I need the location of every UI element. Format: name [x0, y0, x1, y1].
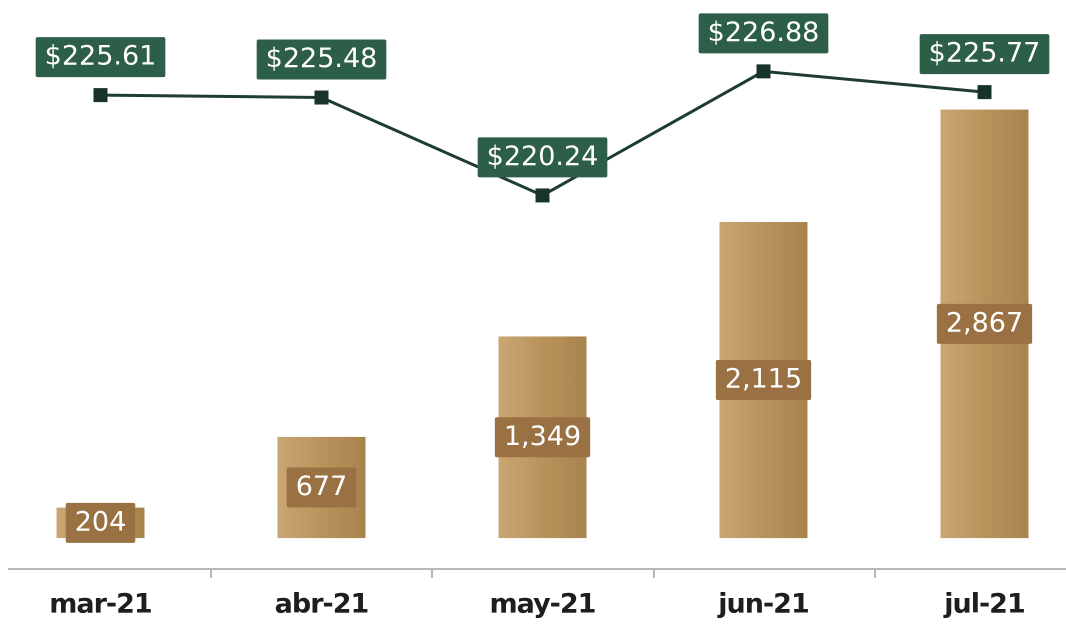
line-label: $226.88	[708, 17, 820, 48]
bar-label-bg	[65, 502, 136, 543]
x-tick-label: jun-21	[717, 589, 808, 620]
line-label: $225.61	[45, 41, 157, 72]
line-label-bg	[919, 34, 1050, 75]
bar-label-bg	[286, 467, 357, 508]
bar-label-bg	[494, 417, 591, 458]
bar-label: 2,115	[725, 364, 802, 395]
bar-label: 2,867	[946, 307, 1023, 338]
bar-label: 677	[296, 471, 348, 502]
line-label-bg	[35, 37, 166, 78]
x-tick-label: may-21	[490, 589, 596, 620]
line-label-bg	[698, 13, 829, 54]
line-label: $225.77	[929, 38, 1041, 69]
line-marker	[93, 88, 108, 103]
bar-label-bg	[936, 303, 1033, 344]
line-label: $225.48	[266, 43, 378, 74]
line-marker	[314, 90, 329, 105]
line-marker	[977, 85, 992, 100]
line-marker	[535, 188, 550, 203]
line-label-bg	[477, 137, 608, 178]
x-tick-label: mar-21	[49, 589, 151, 620]
x-tick-label: jul-21	[943, 589, 1025, 620]
bar-label-bg	[715, 360, 812, 401]
line-label-bg	[256, 39, 387, 80]
x-tick-label: abr-21	[275, 589, 369, 620]
x-axis	[8, 568, 1066, 578]
bar-label: 1,349	[504, 421, 581, 452]
line-marker	[756, 64, 771, 79]
bar-label: 204	[75, 506, 127, 537]
line-label: $220.24	[487, 141, 599, 172]
